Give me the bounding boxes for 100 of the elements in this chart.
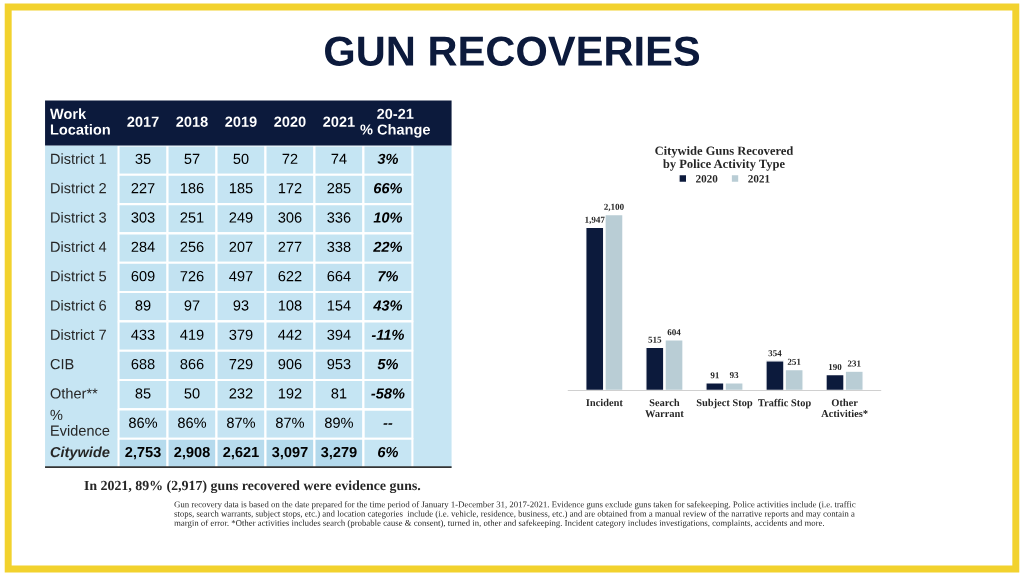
data-label: 285 — [327, 183, 351, 194]
data-label: 43% — [373, 300, 403, 311]
data-label: 97 — [184, 300, 200, 311]
data-label: 2,621 — [223, 446, 259, 460]
y-axis-title: Work Location — [49, 108, 110, 135]
data-label: 154 — [327, 300, 351, 311]
data-label: 3% — [377, 153, 399, 165]
data-label: 251 — [180, 212, 204, 223]
x-tick-label: 2019 — [225, 116, 257, 127]
data-label: 185 — [229, 183, 253, 194]
data-label: 688 — [131, 358, 155, 370]
data-label: 442 — [278, 329, 302, 340]
y-tick-label: District 7 — [51, 329, 106, 340]
data-label: 2,753 — [125, 446, 161, 460]
data-label: 186 — [180, 183, 204, 194]
text: -- — [383, 423, 393, 425]
data-label: 57 — [184, 153, 200, 165]
y-tick-label: District 6 — [51, 299, 107, 311]
data-label: 6% — [378, 446, 399, 458]
data-label: 433 — [131, 329, 155, 340]
data-label: 89 — [135, 300, 151, 311]
data-label: 277 — [278, 241, 302, 252]
data-label: 1,947 — [585, 216, 605, 225]
data-label: 227 — [131, 183, 155, 194]
data-label: 22% — [373, 241, 403, 252]
data-label: 192 — [278, 388, 302, 399]
data-label: -11% — [371, 329, 404, 340]
y-tick-label: District 4 — [51, 241, 107, 252]
data-label: 338 — [327, 241, 351, 252]
data-label: 232 — [229, 388, 253, 399]
y-tick-label: District 2 — [51, 182, 106, 194]
data-label: 72 — [282, 153, 298, 164]
data-label: 7% — [378, 271, 399, 282]
y-tick-label: District 3 — [51, 211, 107, 223]
data-label: 303 — [131, 212, 155, 223]
x-tick-label: 2017 — [127, 116, 159, 127]
data-label: 172 — [278, 183, 302, 194]
y-tick-label: Other** — [50, 387, 98, 399]
data-label: 256 — [180, 241, 204, 252]
x-tick-label: Subject Stop — [696, 398, 753, 409]
x-tick-label: Incident — [586, 398, 623, 407]
data-label: 284 — [131, 241, 155, 252]
x-tick-label: Search Warrant — [645, 398, 684, 418]
y-tick-label: % Evidence — [50, 409, 110, 436]
data-label: 93 — [729, 372, 739, 379]
data-label: 190 — [828, 363, 842, 370]
data-label: 726 — [180, 270, 204, 282]
data-label: 10% — [373, 212, 403, 223]
x-tick-label: 2021 — [323, 116, 355, 127]
data-label: 515 — [648, 336, 662, 343]
data-label: 81 — [331, 388, 347, 399]
data-label: 622 — [278, 270, 302, 282]
data-label: 89% — [324, 417, 354, 428]
x-tick-label: 20-21 % Change — [360, 108, 431, 138]
data-label: 2,100 — [604, 203, 624, 212]
data-label: 866 — [180, 358, 204, 370]
text: GUN RECOVERIES — [325, 36, 700, 66]
data-label: 5% — [377, 359, 399, 370]
data-label: 3,279 — [321, 446, 357, 460]
x-tick-label: 2020 — [274, 116, 306, 127]
text: Gun recovery data is based on the date prepared for the time period of January 1-December 31, 2017-2021. Evidence guns exclude guns taken for safekeeping. Police activities include (i.e. traffic stops, search warrants, subject stops, etc.) and location categories include (i.e. vehicle, residence, business, etc.) and are obtained from a manual review of the narrative reports and may contain a margin of error. *Other activities includes search (probable cause & consent), turned in, other and safekeeping. Incident category includes investigations, complaints, accidents and more. — [174, 501, 856, 528]
legend-label: 2020 — [696, 174, 718, 183]
data-label: 251 — [787, 358, 801, 365]
data-label: 50 — [184, 388, 200, 399]
legend-label: 2021 — [748, 174, 770, 183]
data-label: 50 — [233, 153, 249, 165]
data-label: 108 — [278, 300, 302, 311]
data-label: 953 — [327, 358, 351, 370]
chart-title: Citywide Guns Recovered by Police Activity Type — [655, 146, 794, 171]
data-label: 306 — [278, 212, 302, 223]
data-label: 87% — [275, 417, 305, 428]
data-label: 354 — [768, 350, 782, 357]
data-label: 419 — [180, 329, 204, 340]
data-label: 2,908 — [174, 446, 210, 460]
data-label: 3,097 — [272, 446, 308, 460]
data-label: 497 — [229, 270, 253, 282]
data-label: -58% — [371, 388, 405, 399]
data-label: 86% — [178, 417, 207, 428]
data-label: 394 — [327, 329, 351, 340]
x-tick-label: Other Activities* — [821, 398, 868, 418]
x-tick-label: 2018 — [176, 116, 208, 127]
data-label: 74 — [331, 153, 347, 164]
y-tick-label: District 1 — [51, 153, 106, 165]
data-label: 91 — [710, 372, 719, 379]
data-label: 231 — [847, 360, 861, 367]
data-label: 207 — [229, 241, 253, 252]
data-label: 35 — [135, 153, 151, 165]
data-label: 87% — [227, 417, 256, 428]
data-label: 336 — [327, 212, 351, 223]
y-tick-label: District 5 — [51, 270, 107, 282]
data-label: 604 — [667, 329, 681, 336]
x-tick-label: Traffic Stop — [758, 398, 811, 409]
y-tick-label: CIB — [50, 358, 74, 370]
data-label: 249 — [229, 212, 253, 223]
data-label: 379 — [229, 329, 253, 340]
text: In 2021, 89% (2,917) guns recovered were evidence guns. — [84, 480, 421, 494]
data-label: 664 — [327, 270, 351, 282]
data-label: 609 — [131, 270, 155, 282]
data-label: 906 — [278, 358, 302, 370]
data-label: 66% — [373, 183, 403, 194]
